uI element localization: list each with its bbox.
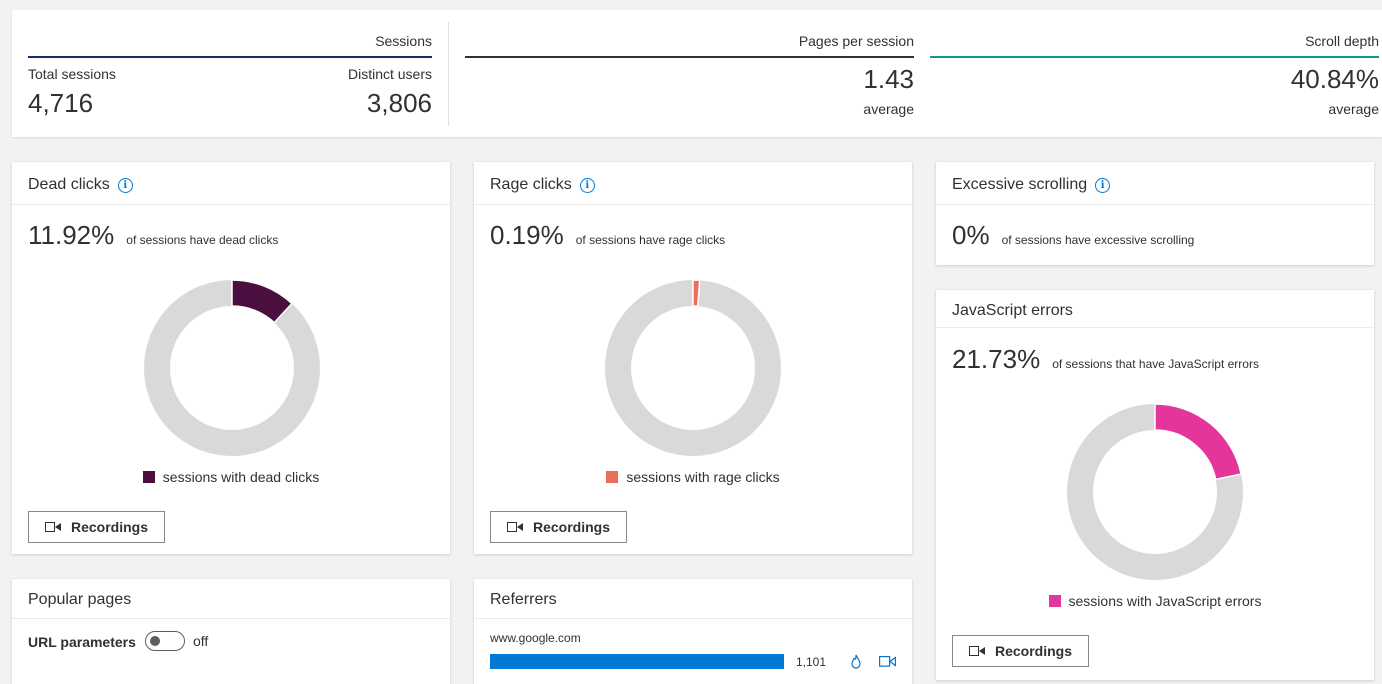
js-errors-recordings-button[interactable]: Recordings: [952, 635, 1089, 667]
recordings-label: Recordings: [532, 519, 610, 535]
js-errors-legend-label: sessions with JavaScript errors: [1068, 593, 1262, 609]
js-errors-percent: 21.73%: [952, 344, 1041, 374]
rage-clicks-legend: sessions with rage clicks: [474, 469, 912, 485]
recordings-label: Recordings: [994, 643, 1072, 659]
donut-segment: [1154, 404, 1243, 481]
dead-clicks-card: Dead clicks i 11.92% of sessions have de…: [12, 162, 450, 554]
sessions-header: Sessions: [28, 33, 432, 58]
referrers-title: Referrers: [490, 591, 557, 609]
dead-clicks-recordings-button[interactable]: Recordings: [28, 511, 165, 543]
js-errors-metric: 21.73% of sessions that have JavaScript …: [952, 344, 1259, 375]
referrers-card: Referrers www.google.com 1,101: [474, 579, 912, 684]
excessive-scrolling-title: Excessive scrolling i: [952, 176, 1111, 194]
info-icon[interactable]: i: [579, 177, 595, 193]
distinct-users-value: 3,806: [366, 88, 432, 118]
scroll-depth-sub: average: [1328, 101, 1379, 117]
url-parameters-label: URL parameters: [28, 634, 136, 650]
js-errors-legend: sessions with JavaScript errors: [936, 593, 1374, 609]
info-icon[interactable]: i: [117, 177, 133, 193]
dead-clicks-percent: 11.92%: [28, 220, 115, 250]
video-camera-icon: [968, 646, 985, 656]
dead-clicks-description: of sessions have dead clicks: [126, 233, 279, 247]
rage-clicks-card: Rage clicks i 0.19% of sessions have rag…: [474, 162, 912, 554]
info-icon[interactable]: i: [1095, 177, 1111, 193]
referrer-domain[interactable]: www.google.com: [490, 631, 581, 645]
heatmap-icon[interactable]: [850, 654, 862, 670]
excessive-scrolling-card: Excessive scrolling i 0% of sessions hav…: [936, 162, 1374, 265]
excessive-scrolling-metric: 0% of sessions have excessive scrolling: [952, 220, 1194, 251]
dead-clicks-legend: sessions with dead clicks: [12, 469, 450, 485]
rage-clicks-donut: [605, 280, 781, 456]
distinct-users-label: Distinct users: [347, 66, 432, 82]
donut-segment: [231, 280, 293, 324]
dead-clicks-title-text: Dead clicks: [28, 176, 110, 193]
scroll-depth-header: Scroll depth: [930, 33, 1379, 58]
pages-per-session-value: 1.43: [863, 64, 914, 94]
video-camera-icon: [506, 522, 523, 532]
legend-swatch: [142, 471, 155, 483]
summary-divider: [448, 22, 449, 126]
rage-clicks-percent: 0.19%: [490, 220, 564, 250]
rage-clicks-metric: 0.19% of sessions have rage clicks: [490, 220, 725, 251]
referrer-domain-2: [490, 679, 493, 684]
excessive-scrolling-title-text: Excessive scrolling: [952, 176, 1088, 193]
donut-segment: [692, 280, 701, 307]
js-errors-card: JavaScript errors 21.73% of sessions tha…: [936, 290, 1374, 680]
referrer-bar: [490, 654, 784, 669]
donut-track: [605, 280, 781, 456]
recordings-label: Recordings: [70, 519, 148, 535]
referrers-title-text: Referrers: [490, 591, 557, 608]
card-divider: [12, 204, 450, 205]
referrer-count: 1,101: [796, 655, 827, 669]
rage-clicks-legend-label: sessions with rage clicks: [626, 469, 780, 485]
rage-clicks-description: of sessions have rage clicks: [575, 233, 726, 247]
excessive-scrolling-description: of sessions have excessive scrolling: [1001, 233, 1195, 247]
pages-per-session-sub: average: [863, 101, 914, 117]
donut-track: [144, 280, 320, 456]
legend-swatch: [606, 471, 619, 483]
card-divider: [936, 204, 1374, 205]
video-camera-icon: [44, 522, 61, 532]
dead-clicks-donut: [144, 280, 320, 456]
dead-clicks-metric: 11.92% of sessions have dead clicks: [28, 220, 278, 251]
popular-pages-title-text: Popular pages: [28, 591, 132, 608]
excessive-scrolling-percent: 0%: [952, 220, 990, 250]
js-errors-title-text: JavaScript errors: [952, 302, 1073, 319]
rage-clicks-recordings-button[interactable]: Recordings: [490, 511, 627, 543]
pages-per-session-header: Pages per session: [465, 33, 914, 58]
js-errors-description: of sessions that have JavaScript errors: [1052, 357, 1259, 371]
popular-pages-card: Popular pages URL parameters off: [12, 579, 450, 684]
recording-icon[interactable]: [879, 656, 896, 667]
rage-clicks-title: Rage clicks i: [490, 176, 595, 194]
card-divider: [936, 327, 1374, 328]
toggle-knob: [150, 636, 160, 646]
card-divider: [12, 618, 450, 619]
url-parameters-toggle-state: off: [193, 633, 209, 649]
card-divider: [474, 618, 912, 619]
summary-card: Sessions Total sessions 4,716 Distinct u…: [12, 10, 1382, 137]
url-parameters-toggle[interactable]: [145, 631, 185, 651]
dead-clicks-title: Dead clicks i: [28, 176, 133, 194]
legend-swatch: [1048, 595, 1061, 607]
js-errors-donut: [1067, 404, 1243, 580]
rage-clicks-title-text: Rage clicks: [490, 176, 572, 193]
dead-clicks-legend-label: sessions with dead clicks: [162, 469, 320, 485]
js-errors-title: JavaScript errors: [952, 302, 1073, 320]
card-divider: [474, 204, 912, 205]
popular-pages-title: Popular pages: [28, 591, 131, 609]
scroll-depth-value: 40.84%: [1290, 64, 1379, 94]
total-sessions-label: Total sessions: [28, 66, 116, 82]
total-sessions-value: 4,716: [28, 88, 94, 118]
